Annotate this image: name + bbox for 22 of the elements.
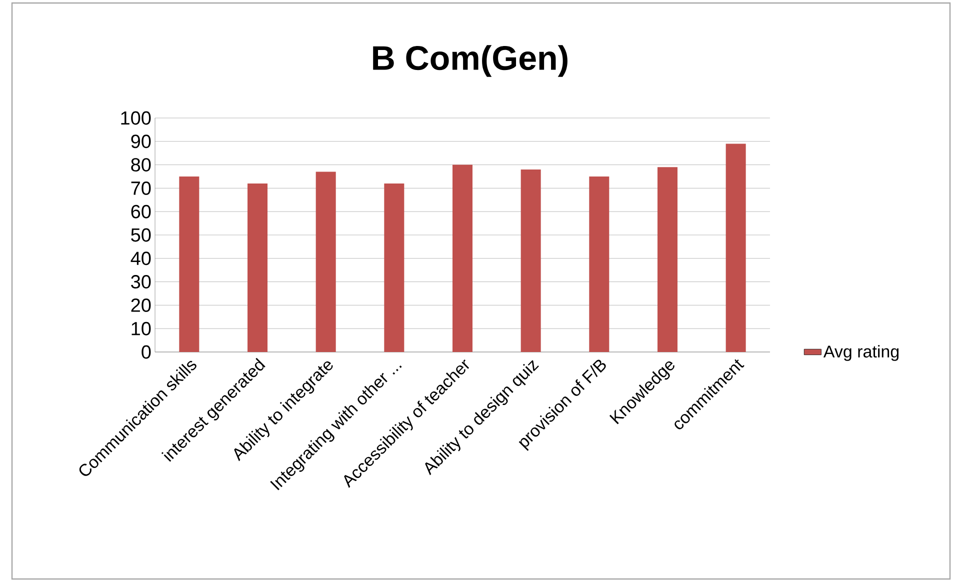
y-tick-label: 80 [131, 158, 151, 172]
bar [248, 184, 268, 352]
legend-label: Avg rating [823, 345, 899, 361]
bar [452, 164, 472, 352]
y-tick-label: 90 [131, 134, 151, 148]
bar [589, 176, 610, 352]
y-tick-label: 40 [130, 252, 151, 266]
y-tick-label: 50 [131, 228, 151, 242]
bar [726, 144, 746, 352]
y-tick-label: 30 [131, 275, 151, 289]
chart-title: B Com(Gen) [373, 45, 568, 77]
bar [520, 169, 541, 352]
y-tick-label: 100 [121, 111, 151, 125]
y-tick-label: 60 [131, 204, 151, 218]
y-tick-label: 20 [131, 298, 151, 312]
bar [384, 184, 404, 352]
y-tick-label: 70 [131, 181, 151, 195]
bar [179, 176, 200, 352]
bar [316, 172, 336, 352]
bar [657, 167, 678, 352]
y-tick-label: 0 [142, 345, 151, 359]
y-tick-label: 10 [132, 322, 151, 336]
